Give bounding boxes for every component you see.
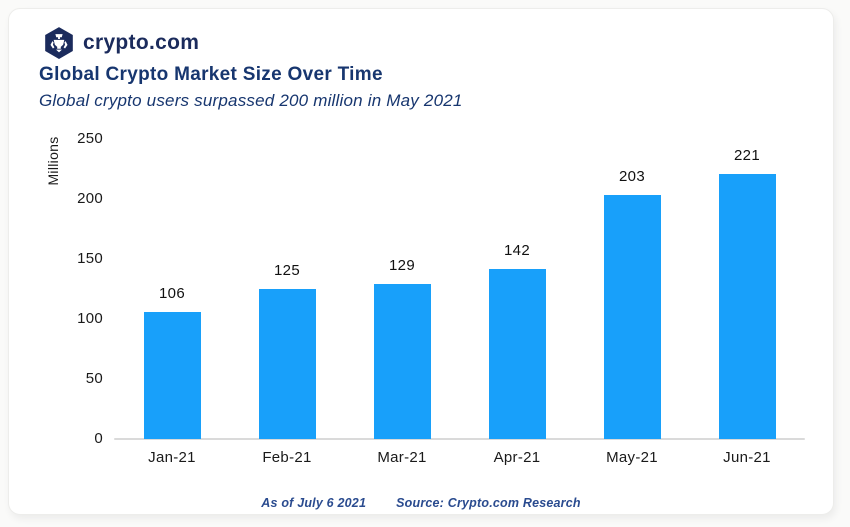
y-tick-label: 200	[77, 190, 103, 207]
y-tick-label: 150	[77, 250, 103, 267]
bar-value-label: 142	[504, 241, 530, 259]
x-tick-label: Jun-21	[723, 449, 771, 466]
bar	[488, 268, 546, 439]
y-tick-label: 100	[77, 310, 103, 327]
x-tick-label: Feb-21	[262, 449, 312, 466]
bar-value-label: 203	[619, 168, 645, 186]
chart-footer: As of July 6 2021 Source: Crypto.com Res…	[9, 496, 833, 510]
bar	[258, 289, 316, 439]
x-tick-label: Jan-21	[148, 449, 196, 466]
bar	[373, 284, 431, 439]
chart-card: crypto.com Global Crypto Market Size Ove…	[8, 8, 834, 515]
bar-chart: Millions 0 50 100 150 200 250 106 125 129 142 203…	[9, 9, 833, 514]
y-tick-label: 250	[77, 130, 103, 147]
bar	[143, 311, 201, 439]
as-of-note: As of July 6 2021	[261, 496, 367, 510]
y-tick-label: 50	[85, 370, 103, 387]
crypto-com-hexagon-logo-icon	[45, 27, 73, 59]
x-tick-label: May-21	[606, 449, 658, 466]
bar-value-label: 125	[274, 262, 300, 279]
bar-value-label: 221	[734, 146, 760, 164]
bar	[718, 173, 776, 439]
chart-title: Global Crypto Market Size Over Time	[39, 64, 383, 85]
bar	[603, 195, 661, 439]
bar-value-label: 129	[389, 257, 415, 275]
brand-logo: crypto.com	[42, 25, 199, 61]
source-note: Source: Crypto.com Research	[396, 496, 581, 510]
x-tick-label: Apr-21	[493, 449, 541, 466]
brand-wordmark: crypto.com	[83, 31, 200, 54]
x-axis-baseline	[114, 438, 805, 440]
chart-subtitle: Global crypto users surpassed 200 millio…	[39, 91, 463, 110]
y-tick-label: 0	[94, 430, 103, 447]
x-tick-label: Mar-21	[377, 449, 427, 466]
bar-value-label: 106	[159, 284, 185, 302]
